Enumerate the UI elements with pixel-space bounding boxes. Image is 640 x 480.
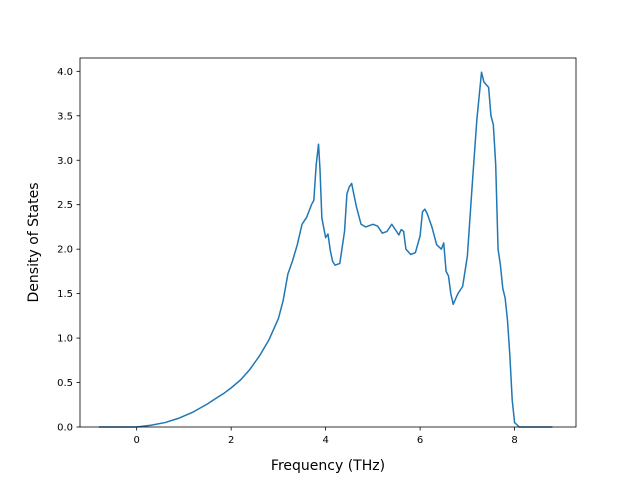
y-axis-label: Density of States bbox=[26, 183, 42, 303]
x-tick-label: 0 bbox=[133, 435, 139, 446]
x-axis-ticks: 0 2 4 6 8 bbox=[133, 427, 518, 446]
y-tick-label: 4.0 bbox=[57, 67, 73, 78]
y-tick-label: 2.5 bbox=[57, 200, 73, 211]
y-tick-label: 3.5 bbox=[57, 111, 73, 122]
y-axis-ticks: 0.0 0.5 1.0 1.5 2.0 2.5 3.0 3.5 4.0 bbox=[57, 67, 80, 434]
plot-frame bbox=[79, 57, 577, 428]
y-tick-label: 2.0 bbox=[57, 245, 73, 256]
y-tick-label: 1.0 bbox=[57, 334, 73, 345]
y-tick-label: 1.5 bbox=[57, 289, 73, 300]
x-tick-label: 6 bbox=[417, 435, 423, 446]
y-tick-label: 0.5 bbox=[57, 378, 73, 389]
dos-series-line bbox=[98, 71, 553, 428]
y-tick-label: 3.0 bbox=[57, 156, 73, 167]
y-tick-label: 0.0 bbox=[57, 423, 73, 434]
x-tick-label: 4 bbox=[322, 435, 328, 446]
x-tick-label: 2 bbox=[228, 435, 234, 446]
x-axis-label: Frequency (THz) bbox=[271, 458, 385, 474]
x-tick-label: 8 bbox=[511, 435, 517, 446]
